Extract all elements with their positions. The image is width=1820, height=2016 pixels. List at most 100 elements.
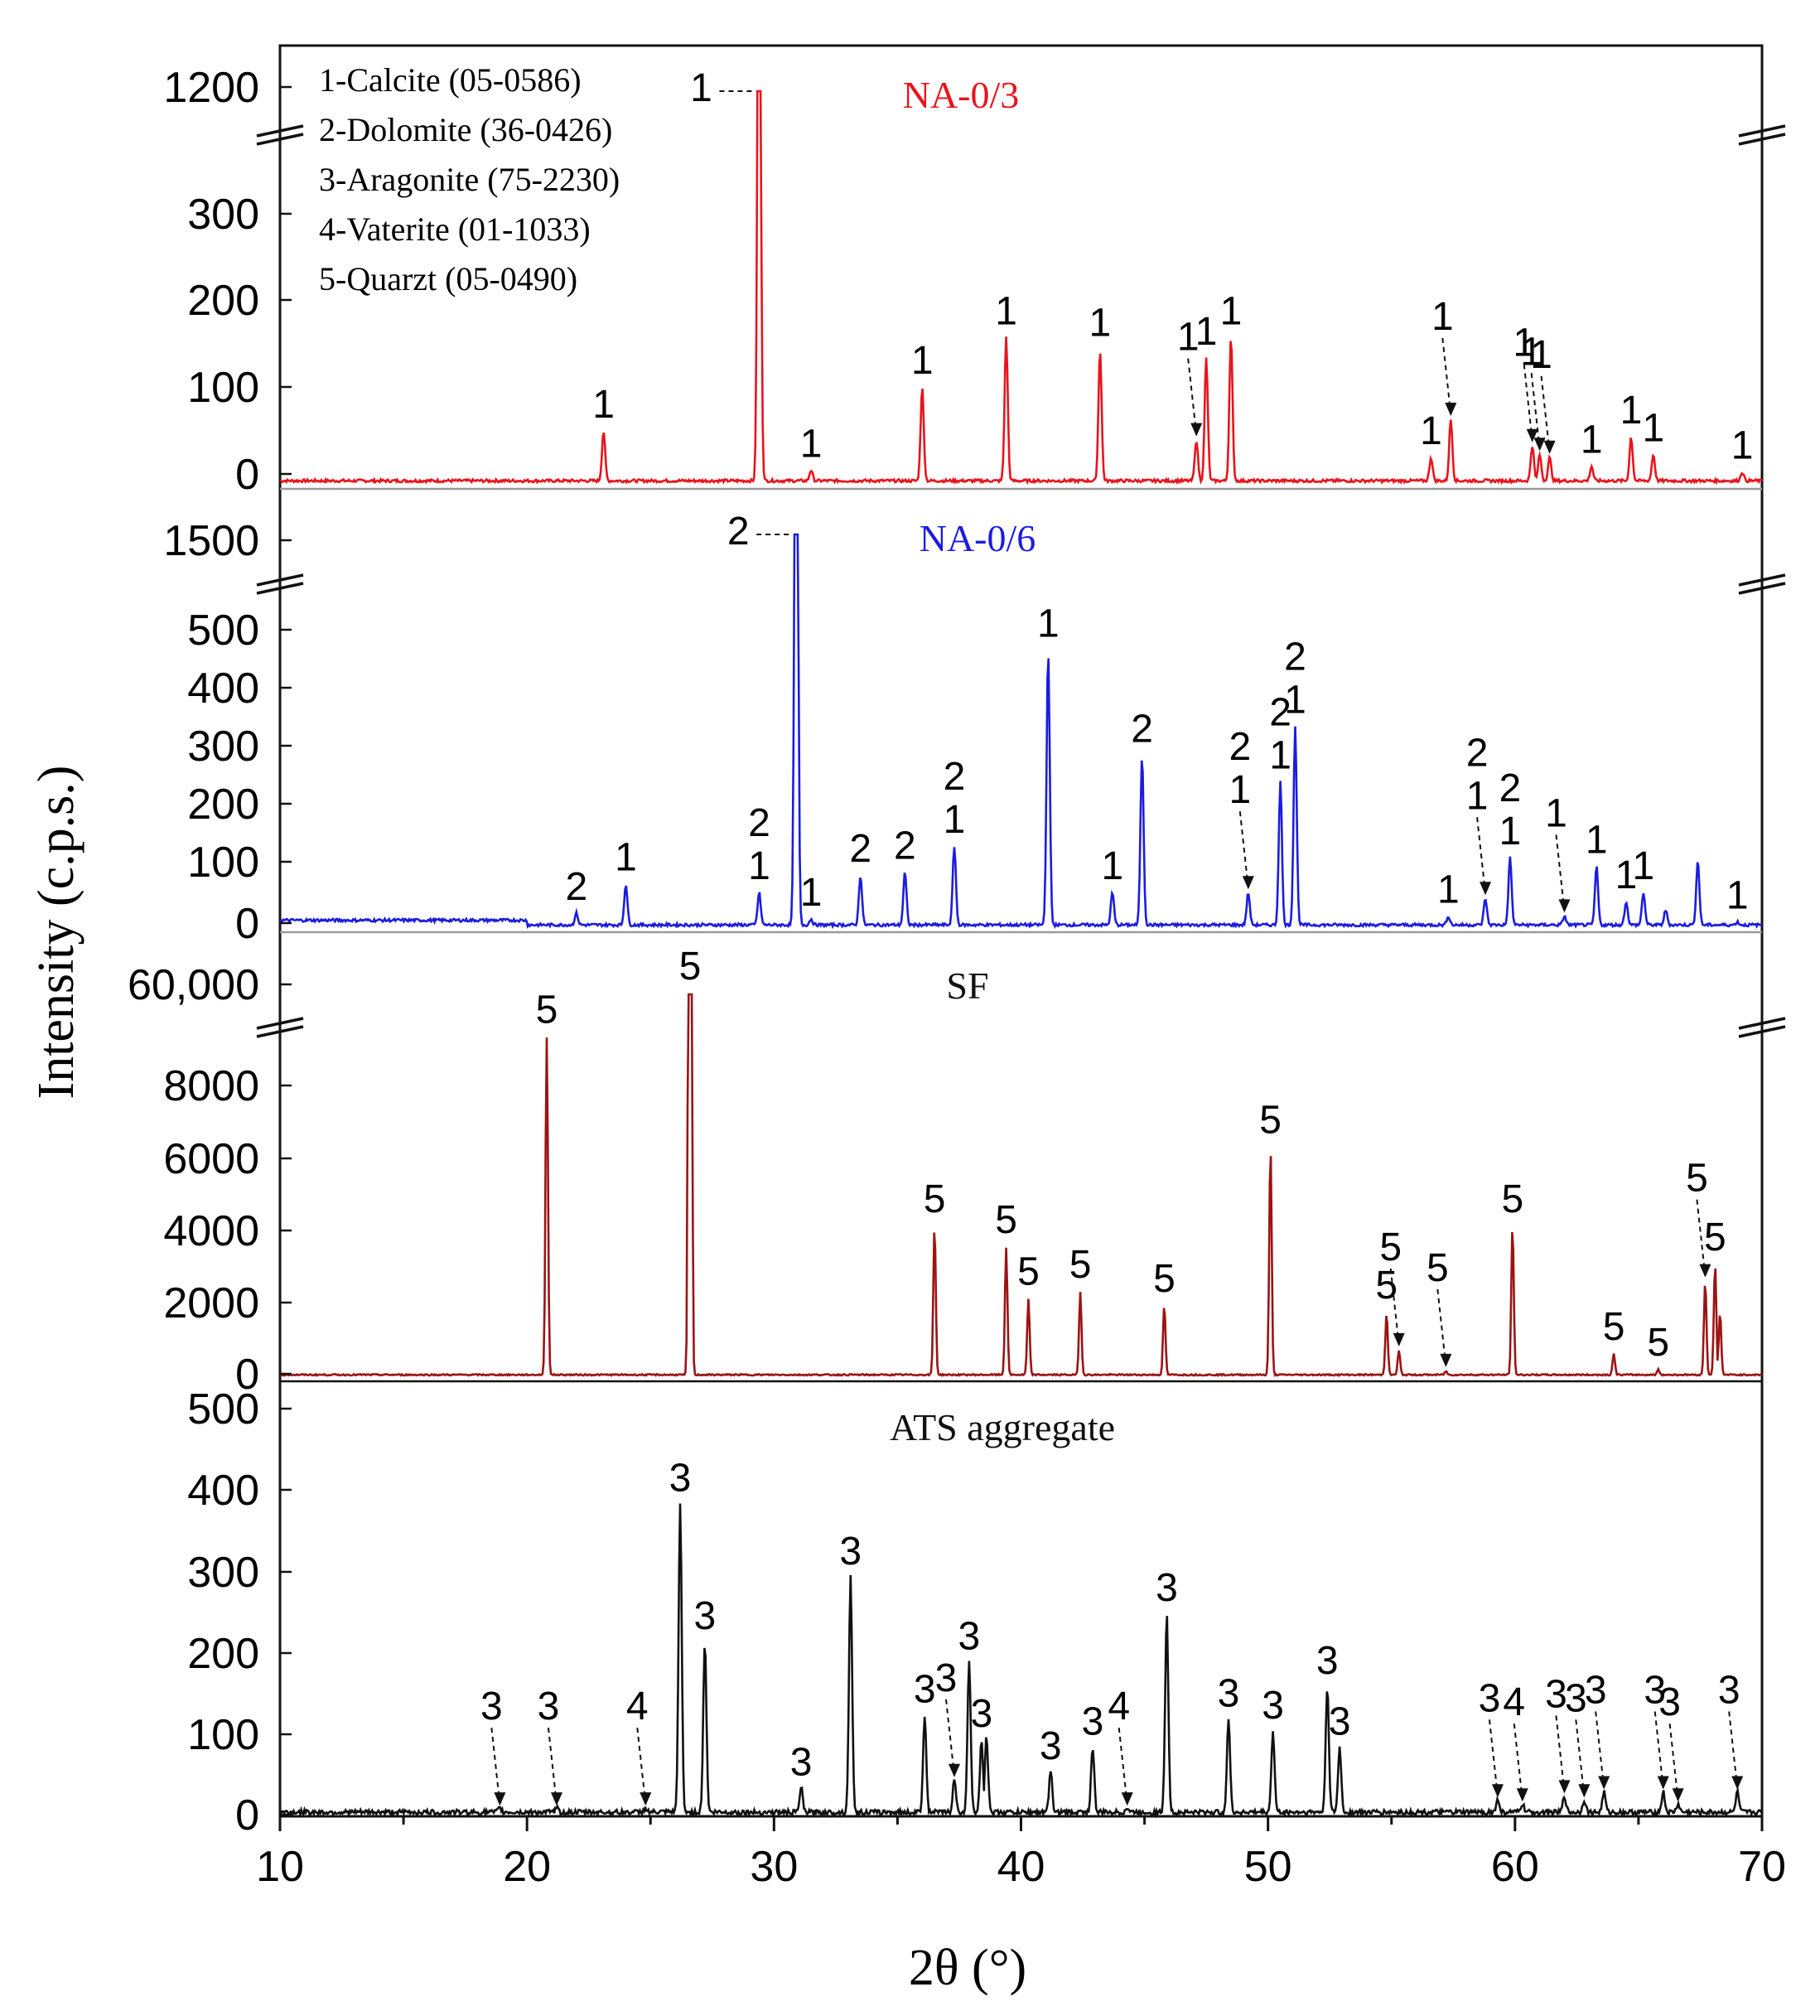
y-tick-label: 0 bbox=[235, 451, 259, 499]
peak-arrow bbox=[1575, 1719, 1586, 1796]
peak-arrowhead bbox=[1543, 440, 1556, 454]
peak-arrow bbox=[1555, 834, 1566, 911]
peak-label: 3 bbox=[1644, 1669, 1666, 1713]
peak-label: 5 bbox=[1686, 1157, 1708, 1201]
peak-label: 1 bbox=[592, 383, 615, 427]
peak-label: 3 bbox=[970, 1692, 992, 1736]
peak-label: 3 bbox=[1156, 1566, 1178, 1610]
peak-label: 1 bbox=[1633, 844, 1655, 888]
peak-arrow bbox=[1488, 1719, 1499, 1796]
peak-arrowhead bbox=[1578, 1784, 1591, 1798]
peak-label: 1 bbox=[1269, 733, 1291, 777]
peak-label: 2 bbox=[1284, 635, 1306, 679]
peak-label: 1 bbox=[1513, 321, 1535, 365]
peak-label: 3 bbox=[935, 1656, 958, 1700]
y-tick-label: 6000 bbox=[163, 1135, 259, 1183]
axis-break-mark-right bbox=[1738, 133, 1786, 146]
legend-entry-5: 5-Quarzt (05-0490) bbox=[319, 260, 577, 297]
peak-label: 3 bbox=[1545, 1672, 1567, 1716]
peak-label: 1 bbox=[1620, 389, 1643, 433]
peak-label: 5 bbox=[536, 988, 558, 1032]
peak-arrow bbox=[1523, 364, 1533, 441]
peak-arrow bbox=[1696, 1199, 1707, 1276]
y-tick-label: 100 bbox=[187, 1711, 259, 1759]
peak-label: 3 bbox=[538, 1685, 560, 1728]
y-tick-label: 0 bbox=[235, 900, 259, 948]
peak-arrow bbox=[1441, 337, 1452, 415]
peak-label: 5 bbox=[995, 1198, 1017, 1242]
peak-arrowhead bbox=[1526, 428, 1538, 442]
axis-break-mark-right bbox=[1738, 124, 1786, 138]
peak-label: 2 bbox=[748, 801, 770, 845]
y-tick-label: 100 bbox=[187, 839, 259, 887]
peak-label: 5 bbox=[1704, 1216, 1726, 1259]
peak-arrow bbox=[1513, 1724, 1523, 1801]
peak-arrow bbox=[1238, 811, 1249, 888]
y-tick-label: 60,000 bbox=[128, 961, 259, 1009]
axis-break-mark-right bbox=[1738, 1017, 1786, 1030]
peak-arrowhead bbox=[494, 1792, 506, 1806]
peak-label: 4 bbox=[1503, 1680, 1525, 1724]
legend-entry-3: 3-Aragonite (75-2230) bbox=[319, 161, 620, 198]
peak-label: 2 bbox=[1499, 766, 1522, 810]
peak-label: 1 bbox=[1220, 289, 1243, 333]
peak-label: 5 bbox=[1603, 1305, 1625, 1349]
x-tick-label: 60 bbox=[1491, 1843, 1539, 1891]
y-tick-label: 200 bbox=[187, 277, 259, 325]
peak-arrowhead bbox=[1731, 1776, 1744, 1790]
y-tick-label: 0 bbox=[235, 1351, 259, 1399]
peak-label: 5 bbox=[1502, 1177, 1524, 1221]
y-tick-label: 200 bbox=[187, 781, 259, 829]
peak-label: 2 bbox=[944, 755, 966, 799]
peak-label: 1 bbox=[995, 289, 1017, 333]
y-tick-label: 0 bbox=[235, 1791, 259, 1840]
peak-label: 5 bbox=[1069, 1243, 1092, 1287]
peak-arrowhead bbox=[1440, 1353, 1452, 1367]
panel-title: ATS aggregate bbox=[890, 1406, 1115, 1448]
peak-label: 1 bbox=[1615, 853, 1638, 897]
peak-label: 1 bbox=[911, 339, 934, 383]
x-axis: 10 20 30 40 50 60 70 bbox=[256, 1816, 1786, 1891]
y-tick-label: 300 bbox=[187, 723, 259, 771]
peak-label: 5 bbox=[1647, 1321, 1669, 1365]
peak-label: 3 bbox=[1040, 1724, 1062, 1768]
y-axis-label: Intensity (c.p.s.) bbox=[28, 766, 84, 1100]
peak-arrowhead bbox=[1242, 876, 1254, 890]
peak-arrowhead bbox=[1491, 1784, 1504, 1798]
peak-label: 1 bbox=[1545, 791, 1567, 835]
y-tick-label: 4000 bbox=[163, 1207, 259, 1255]
peak-label: 3 bbox=[480, 1685, 503, 1728]
y-tick-label: 300 bbox=[187, 1549, 259, 1597]
series-trace bbox=[279, 533, 1763, 930]
peak-label: 1 bbox=[1037, 602, 1060, 646]
peak-label: 2 bbox=[565, 865, 587, 909]
x-tick-label: 30 bbox=[750, 1843, 798, 1891]
peak-arrowhead bbox=[1190, 423, 1203, 437]
peak-label: 1 bbox=[1229, 768, 1251, 812]
x-tick-label: 40 bbox=[997, 1843, 1045, 1891]
peak-arrow bbox=[636, 1727, 647, 1805]
peak-label: 3 bbox=[1329, 1700, 1351, 1744]
y-tick-label: 400 bbox=[187, 1467, 259, 1515]
peak-label: 5 bbox=[679, 945, 702, 989]
peak-label: 4 bbox=[1108, 1685, 1130, 1728]
peak-label: 1 bbox=[1437, 868, 1460, 911]
peak-arrowhead bbox=[1672, 1788, 1684, 1802]
peak-label: 2 bbox=[1269, 690, 1291, 734]
peak-label: 3 bbox=[1585, 1669, 1607, 1713]
peak-label: 2 bbox=[1131, 708, 1153, 752]
peak-label: 1 bbox=[1499, 810, 1522, 853]
peak-label: 1 bbox=[1581, 418, 1603, 462]
peak-label: 3 bbox=[839, 1530, 862, 1574]
x-tick-label: 70 bbox=[1738, 1843, 1786, 1891]
peak-arrowhead bbox=[948, 1763, 960, 1777]
axis-break-mark-left bbox=[256, 582, 304, 595]
peak-label: 5 bbox=[1017, 1250, 1040, 1293]
peak-label: 2 bbox=[1466, 731, 1489, 775]
peak-arrowhead bbox=[640, 1792, 652, 1806]
peak-label: 5 bbox=[1153, 1257, 1176, 1301]
